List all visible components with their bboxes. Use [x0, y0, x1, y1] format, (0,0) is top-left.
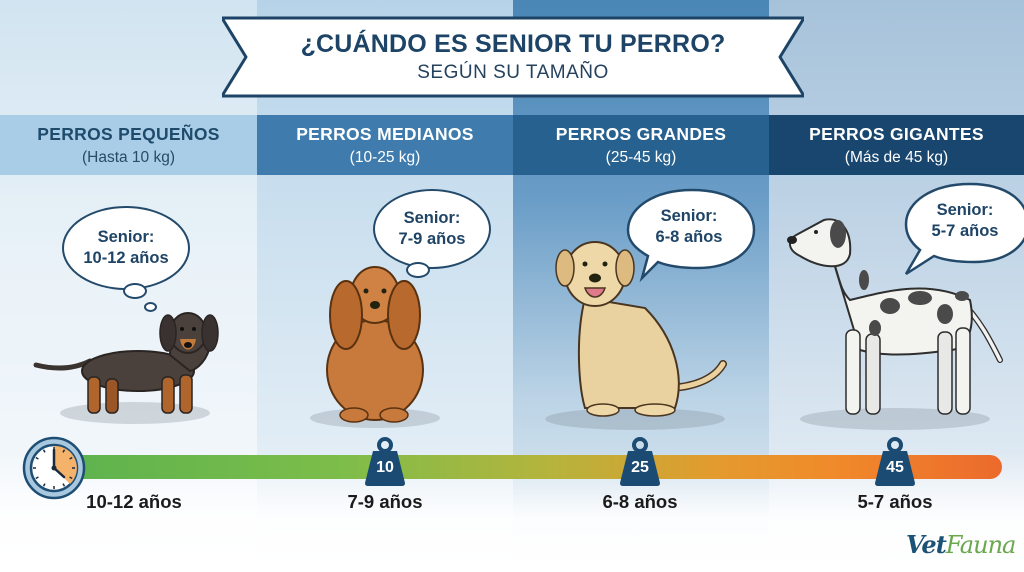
- bubble-label: Senior:: [660, 207, 718, 225]
- category-small: PERROS PEQUEÑOS (Hasta 10 kg): [0, 115, 257, 175]
- bubble-age: 10-12 años: [83, 249, 169, 267]
- timeline-age-giant: 5-7 años: [857, 491, 933, 512]
- bubble-age: 5-7 años: [931, 222, 999, 240]
- age-timeline-bar: [58, 455, 1002, 479]
- thought-puff-small: [144, 302, 157, 312]
- bubble-label: Senior:: [403, 209, 461, 227]
- weight-value: 25: [631, 459, 649, 476]
- category-header-band: PERROS PEQUEÑOS (Hasta 10 kg) PERROS MED…: [0, 115, 1024, 175]
- weight-marker-45: 45: [871, 437, 919, 487]
- weight-value: 45: [886, 459, 904, 476]
- page-subtitle: SEGÚN SU TAMAÑO: [417, 62, 609, 83]
- weight-value: 10: [376, 459, 394, 476]
- category-weight-range: (10-25 kg): [349, 148, 421, 166]
- logo-part-vet: Vet: [906, 530, 947, 559]
- category-weight-range: (Hasta 10 kg): [81, 148, 176, 166]
- weight-icon: [875, 437, 915, 486]
- cocker-spaniel-icon: [326, 266, 424, 423]
- thought-puff-large: [406, 262, 430, 278]
- speech-bubble-large: [626, 188, 756, 283]
- dachshund-icon: [33, 312, 219, 414]
- category-medium: PERROS MEDIANOS (10-25 kg): [257, 115, 513, 175]
- bubble-age: 7-9 años: [398, 230, 466, 248]
- speech-bubble-large-text: Senior: 6-8 años: [636, 196, 742, 258]
- category-name: PERROS GRANDES: [555, 123, 727, 144]
- weight-marker-25: 25: [616, 437, 664, 487]
- speech-bubble-giant-text: Senior: 5-7 años: [912, 190, 1018, 252]
- weight-marker-10: 10: [361, 437, 409, 487]
- thought-bubble-medium: Senior: 7-9 años: [373, 189, 491, 269]
- thought-bubble-small: Senior: 10-12 años: [62, 206, 190, 290]
- category-weight-range: (25-45 kg): [605, 148, 677, 166]
- brand-logo: VetFauna: [906, 530, 1017, 559]
- category-name: PERROS MEDIANOS: [296, 123, 474, 144]
- speech-bubble-giant: [904, 182, 1024, 276]
- logo-part-fauna: Fauna: [945, 531, 1017, 559]
- ribbon-banner-shape: [222, 16, 804, 98]
- bubble-label: Senior:: [936, 201, 994, 219]
- labrador-icon: [555, 241, 727, 417]
- category-weight-range: (Más de 45 kg): [844, 148, 949, 166]
- title-ribbon: ¿CUÁNDO ES SENIOR TU PERRO? SEGÚN SU TAM…: [222, 16, 804, 98]
- thought-puff-large: [123, 283, 147, 299]
- timeline-age-large: 6-8 años: [602, 491, 678, 512]
- great-dane-icon: [787, 218, 1003, 415]
- clock-icon: [22, 436, 86, 500]
- timeline-age-small: 10-12 años: [86, 491, 182, 512]
- category-giant: PERROS GIGANTES (Más de 45 kg): [769, 115, 1024, 175]
- weight-icon: [620, 437, 660, 486]
- timeline-age-medium: 7-9 años: [347, 491, 423, 512]
- category-name: PERROS PEQUEÑOS: [37, 123, 220, 144]
- bubble-label: Senior:: [97, 228, 155, 246]
- weight-icon: [365, 437, 405, 486]
- category-large: PERROS GRANDES (25-45 kg): [513, 115, 769, 175]
- category-name: PERROS GIGANTES: [809, 123, 984, 144]
- page-title: ¿CUÁNDO ES SENIOR TU PERRO?: [300, 30, 726, 58]
- bubble-age: 6-8 años: [655, 228, 723, 246]
